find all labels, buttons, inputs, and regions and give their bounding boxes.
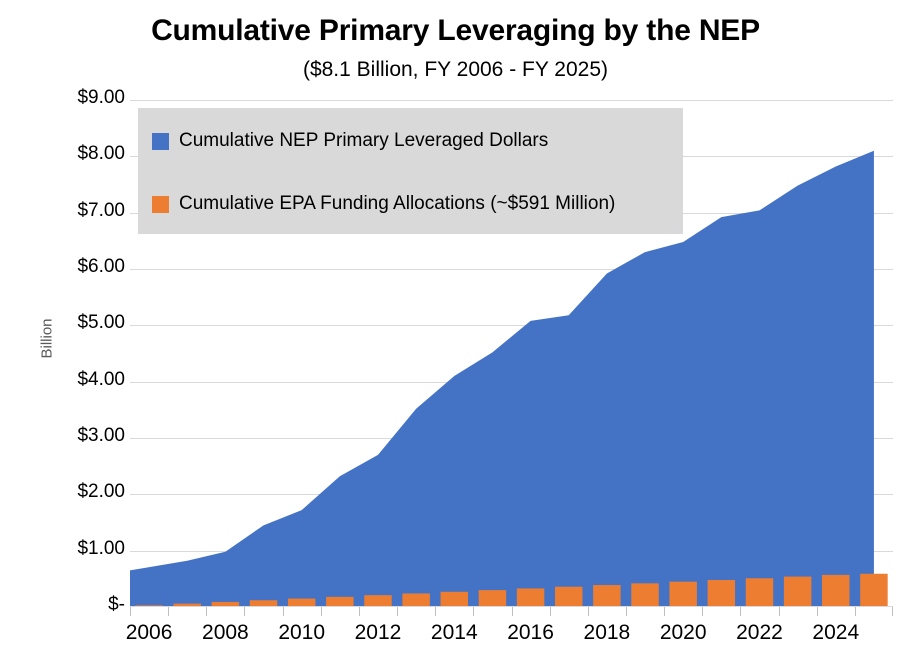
y-axis-tick-label: $8.00 xyxy=(77,143,125,165)
bar-epa-funding xyxy=(287,598,316,607)
x-axis-tick xyxy=(435,607,437,616)
legend-swatch-blue-icon xyxy=(152,132,169,150)
bar-epa-funding xyxy=(211,601,240,607)
x-axis-tick-label: 2016 xyxy=(507,621,554,644)
x-axis-tick xyxy=(397,607,399,616)
bar-epa-funding xyxy=(478,590,507,607)
area-series-nep-leveraged xyxy=(130,150,874,607)
legend-item-epa-funding[interactable]: Cumulative EPA Funding Allocations (~$59… xyxy=(152,193,615,215)
bar-epa-funding xyxy=(860,573,888,607)
bar-epa-funding xyxy=(402,593,430,607)
y-axis-tick-label: $5.00 xyxy=(77,312,125,334)
y-axis-tick-label: $- xyxy=(108,594,125,615)
x-axis-tick xyxy=(625,607,627,616)
x-axis-tick xyxy=(816,607,818,616)
x-axis-tick xyxy=(778,607,780,616)
x-axis-tick-label: 2008 xyxy=(202,621,249,644)
bar-epa-funding xyxy=(669,581,697,607)
bar-epa-funding xyxy=(249,600,278,607)
x-axis-tick xyxy=(511,607,513,616)
x-axis-tick xyxy=(740,607,742,616)
x-axis-tick-label: 2018 xyxy=(583,621,631,644)
x-axis-tick-label: 2012 xyxy=(354,621,402,644)
bar-epa-funding xyxy=(554,586,583,607)
x-axis-tick-label: 2024 xyxy=(812,621,860,644)
bar-epa-funding xyxy=(707,579,736,607)
y-axis-tick-label: $3.00 xyxy=(77,425,125,446)
x-axis-tick xyxy=(282,607,284,616)
bar-epa-funding xyxy=(593,585,621,607)
legend-label-epa-funding: Cumulative EPA Funding Allocations (~$59… xyxy=(179,193,616,214)
chart-legend[interactable]: Cumulative NEP Primary Leveraged Dollars… xyxy=(138,108,683,234)
gridline xyxy=(130,325,893,327)
y-axis-tick-label: $7.00 xyxy=(77,199,125,221)
x-axis-tick-label: 2010 xyxy=(278,621,326,644)
y-axis-tick-label: $6.00 xyxy=(77,256,125,277)
y-axis-tick-label: $1.00 xyxy=(77,537,125,559)
x-axis-tick xyxy=(664,607,666,616)
legend-item-nep-leveraged[interactable]: Cumulative NEP Primary Leveraged Dollars xyxy=(152,130,548,152)
gridline xyxy=(130,100,893,101)
x-axis-line xyxy=(130,606,893,607)
x-axis-tick xyxy=(320,607,322,616)
gridline xyxy=(130,269,893,270)
y-axis-tick-labels: $9.00 $8.00 $7.00 $6.00 $5.00 $4.00 $3.00 $2.00… xyxy=(40,0,125,661)
series-graphics xyxy=(130,150,888,607)
x-axis-tick xyxy=(206,607,208,616)
bar-epa-funding xyxy=(326,596,354,607)
x-axis-tick xyxy=(549,607,551,616)
bar-epa-funding xyxy=(783,576,812,607)
x-axis-tick xyxy=(854,607,856,616)
x-axis-tick xyxy=(130,607,131,616)
x-axis-tick xyxy=(702,607,704,616)
x-axis-tick xyxy=(892,607,893,616)
x-axis-tick xyxy=(587,607,589,616)
bar-epa-funding xyxy=(173,603,201,607)
plot-area xyxy=(130,100,893,607)
bar-epa-funding xyxy=(631,583,659,607)
y-axis-tick-label: $4.00 xyxy=(77,368,125,390)
y-axis-tick-label: $2.00 xyxy=(77,481,125,503)
x-axis-tick xyxy=(473,607,475,616)
chart-title: Cumulative Primary Leveraging by the NEP xyxy=(151,14,760,47)
x-axis-tick-label: 2020 xyxy=(659,621,707,644)
x-axis-tick-label: 2006 xyxy=(125,621,173,644)
legend-label-nep-leveraged: Cumulative NEP Primary Leveraged Dollars xyxy=(179,130,549,151)
bar-epa-funding xyxy=(822,574,850,607)
x-axis: 2006 2008 2010 2012 2014 2016 2018 2020 2022 2024 xyxy=(126,607,893,661)
x-axis-tick xyxy=(358,607,360,616)
y-axis-tick-label: $9.00 xyxy=(77,87,125,108)
bar-epa-funding xyxy=(364,595,392,607)
bar-epa-funding xyxy=(440,591,469,607)
bar-epa-funding xyxy=(745,578,774,607)
x-axis-tick xyxy=(168,607,170,616)
x-axis-tick-label: 2022 xyxy=(736,621,783,644)
chart-subtitle: ($8.1 Billion, FY 2006 - FY 2025) xyxy=(302,58,609,81)
x-axis-tick-label: 2014 xyxy=(430,621,478,644)
legend-swatch-orange-icon xyxy=(152,195,169,213)
bar-epa-funding xyxy=(516,588,545,607)
x-axis-tick xyxy=(244,607,246,616)
